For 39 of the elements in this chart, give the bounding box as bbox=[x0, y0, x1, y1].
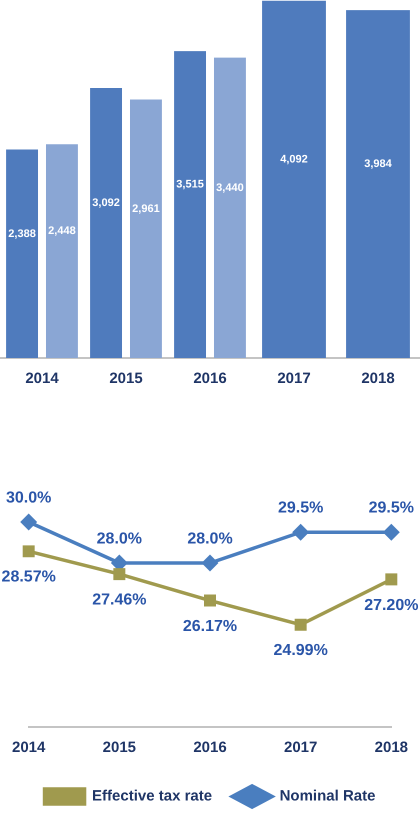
data-label: 26.17% bbox=[182, 618, 238, 635]
data-label: 3,984 bbox=[364, 158, 393, 170]
x-tick-label: 2016 bbox=[193, 739, 227, 756]
data-label: 3,440 bbox=[216, 182, 244, 194]
data-label: 28.0% bbox=[96, 530, 142, 548]
point bbox=[22, 545, 35, 558]
data-label: 2,388 bbox=[8, 228, 36, 240]
data-label: 2,961 bbox=[132, 202, 160, 215]
x-tick-label: 2015 bbox=[109, 370, 143, 388]
point bbox=[294, 618, 307, 631]
point bbox=[384, 524, 400, 540]
data-label: 3,515 bbox=[176, 178, 204, 191]
point bbox=[292, 524, 308, 540]
point bbox=[204, 594, 216, 607]
data-label: 29.5% bbox=[368, 500, 414, 517]
data-label: 4,092 bbox=[280, 153, 308, 166]
data-label: 3,092 bbox=[92, 197, 120, 210]
data-label: 28.57% bbox=[2, 568, 56, 586]
x-tick-label: 2014 bbox=[25, 370, 60, 388]
data-label: 28.0% bbox=[187, 530, 233, 548]
x-tick-label: 2016 bbox=[193, 370, 227, 388]
data-label: 24.99% bbox=[274, 642, 328, 660]
point bbox=[385, 573, 398, 586]
x-tick-label: 2017 bbox=[284, 739, 318, 756]
data-label: 27.20% bbox=[364, 596, 418, 614]
point bbox=[202, 555, 218, 571]
legend-label: Nominal Rate bbox=[280, 788, 376, 805]
data-label: 2,448 bbox=[48, 225, 76, 238]
point bbox=[113, 568, 126, 580]
x-tick-label: 2017 bbox=[277, 370, 311, 388]
data-label: 29.5% bbox=[278, 500, 324, 517]
data-label: 30.0% bbox=[6, 489, 52, 506]
legend-label: Effective tax rate bbox=[92, 788, 212, 805]
data-label: 27.46% bbox=[92, 591, 146, 608]
x-tick-label: 2014 bbox=[12, 739, 46, 756]
x-tick-label: 2018 bbox=[361, 370, 395, 388]
x-tick-label: 2015 bbox=[102, 739, 136, 756]
x-tick-label: 2018 bbox=[374, 739, 408, 756]
point bbox=[20, 514, 36, 530]
